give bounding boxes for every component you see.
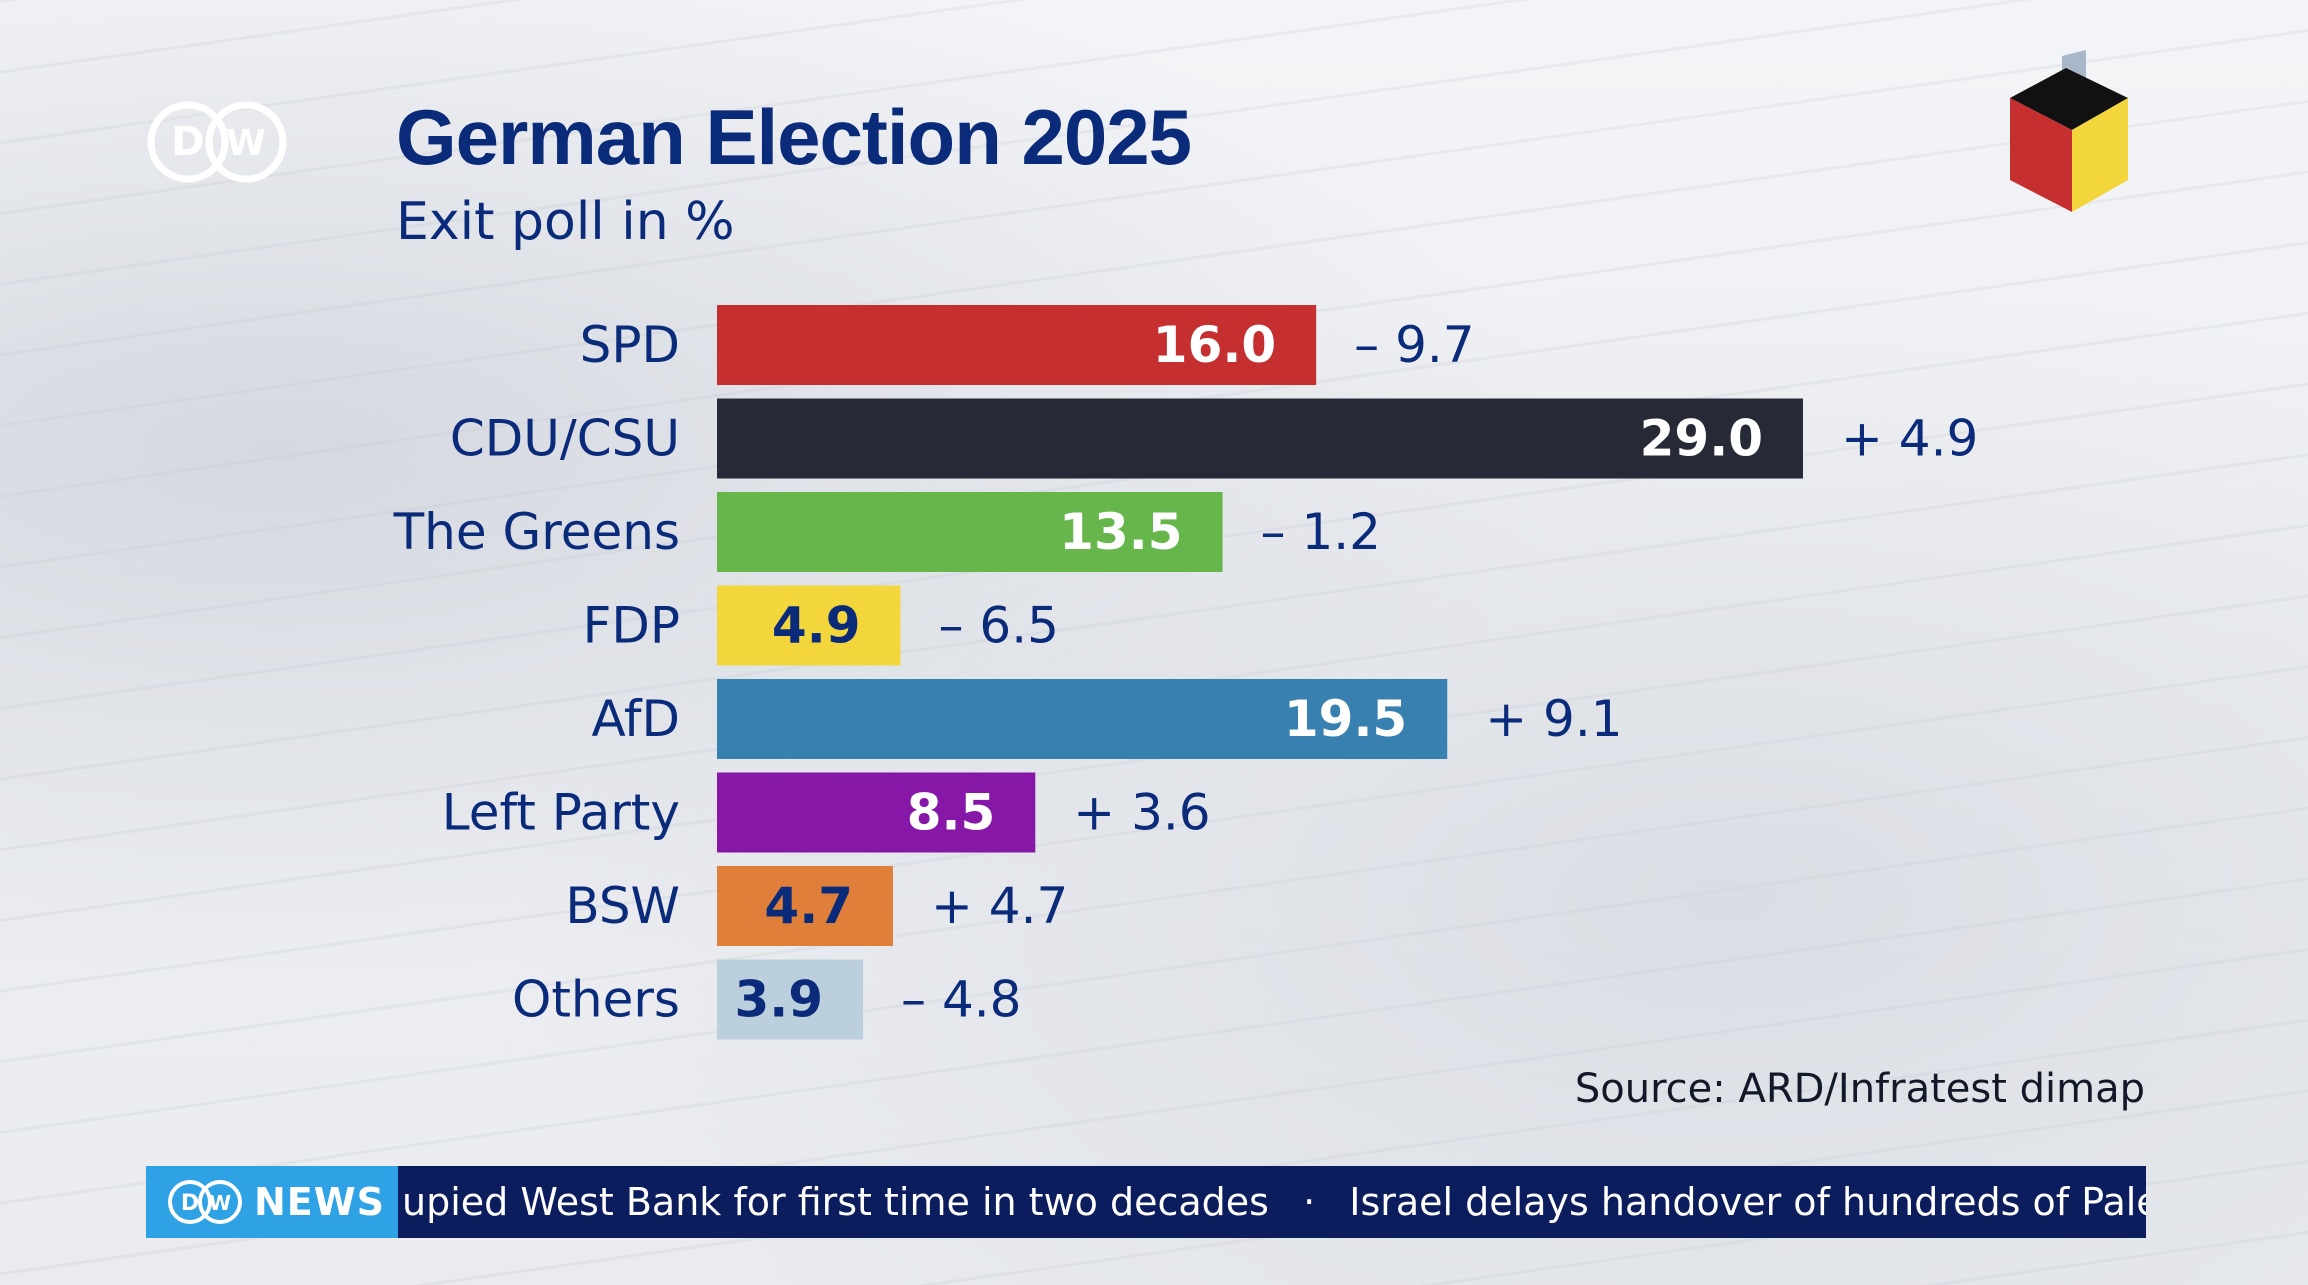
ticker-headlines: upied West Bank for first time in two de… <box>398 1180 2146 1224</box>
value-label: 4.7 <box>764 877 853 935</box>
bar <box>717 959 864 1040</box>
svg-text:W: W <box>209 1191 231 1215</box>
bar <box>717 772 1036 853</box>
change-label: + 4.7 <box>931 877 1068 935</box>
source-note: Source: ARD/Infratest dimap <box>1574 1066 2145 1112</box>
value-label: 8.5 <box>907 784 996 842</box>
ticker-brand-label: NEWS <box>254 1180 386 1224</box>
svg-text:W: W <box>226 123 266 164</box>
chart-title: German Election 2025 <box>396 93 1192 181</box>
bar <box>717 398 1803 479</box>
dw-logo-small-icon: D W <box>168 1180 242 1224</box>
svg-text:D: D <box>181 1191 199 1216</box>
change-label: + 9.1 <box>1485 690 1622 748</box>
category-label: AfD <box>591 690 680 748</box>
bar <box>717 492 1223 572</box>
svg-text:D: D <box>171 119 204 165</box>
value-label: 13.5 <box>1059 503 1182 561</box>
ticker-brand: D W NEWS <box>146 1166 398 1238</box>
chart-subtitle: Exit poll in % <box>396 192 735 252</box>
value-label: 29.0 <box>1640 410 1763 468</box>
bar <box>717 866 894 946</box>
change-label: – 6.5 <box>938 597 1058 655</box>
change-label: – 9.7 <box>1354 316 1474 374</box>
bar <box>717 585 901 666</box>
category-label: The Greens <box>393 503 680 561</box>
category-label: BSW <box>565 877 680 935</box>
category-label: Left Party <box>442 784 680 842</box>
category-label: Others <box>512 971 680 1029</box>
ticker-separator: · <box>1303 1180 1316 1224</box>
bar <box>717 305 1317 385</box>
ticker-headline: upied West Bank for first time in two de… <box>402 1180 1269 1224</box>
category-label: FDP <box>583 597 680 655</box>
ticker-headline: Israel delays handover of hundreds of Pa… <box>1349 1180 2146 1224</box>
value-label: 19.5 <box>1284 690 1407 748</box>
dw-logo-icon: D W <box>147 101 287 183</box>
news-ticker[interactable]: D W NEWS upied West Bank for first time … <box>146 1166 2146 1238</box>
value-label: 16.0 <box>1153 316 1276 374</box>
change-label: – 4.8 <box>901 971 1021 1029</box>
change-label: – 1.2 <box>1261 503 1381 561</box>
value-label: 4.9 <box>772 597 861 655</box>
value-label: 3.9 <box>734 971 823 1029</box>
bar <box>717 679 1448 759</box>
category-label: CDU/CSU <box>450 410 680 468</box>
ballot-box-cube-icon <box>2010 50 2128 212</box>
category-label: SPD <box>580 316 680 374</box>
change-label: + 4.9 <box>1841 410 1978 468</box>
change-label: + 3.6 <box>1073 784 1210 842</box>
